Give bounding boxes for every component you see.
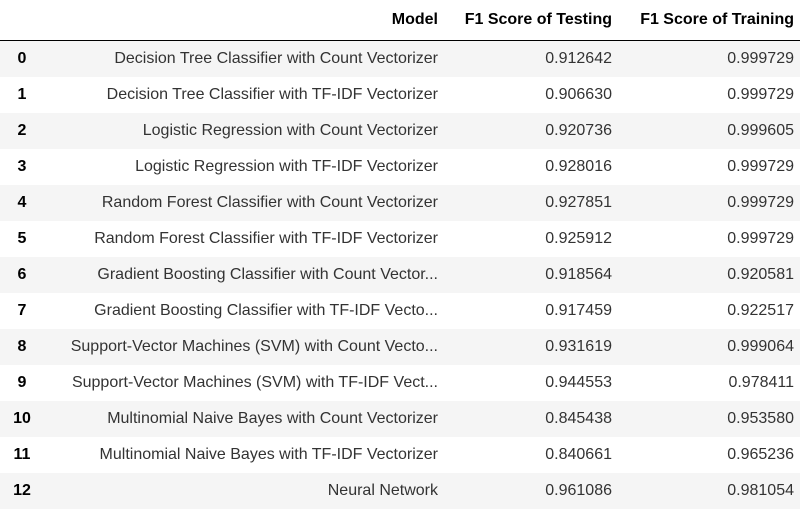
row-index: 11 (13, 446, 31, 463)
cell-f1-training: 0.953580 (727, 410, 794, 427)
cell-f1-training: 0.920581 (727, 266, 794, 283)
cell-model: Support-Vector Machines (SVM) with Count… (70, 338, 438, 355)
row-index: 0 (17, 50, 27, 67)
table-row: 8 Support-Vector Machines (SVM) with Coun… (0, 329, 800, 365)
cell-f1-training: 0.999729 (727, 230, 794, 247)
cell-f1-training: 0.981054 (727, 482, 794, 499)
table-body: 0 Decision Tree Classifier with Count Vec… (0, 40, 800, 509)
cell-f1-testing: 0.845438 (545, 410, 612, 427)
table-row: 2 Logistic Regression with Count Vectoriz… (0, 113, 800, 149)
row-index: 12 (13, 482, 31, 499)
cell-f1-training: 0.999729 (727, 86, 794, 103)
header-row: Model F1 Score of Testing F1 Score of Tr… (0, 0, 800, 41)
cell-f1-training: 0.978411 (728, 374, 794, 391)
table-row: 7 Gradient Boosting Classifier with TF-ID… (0, 293, 800, 329)
cell-f1-training: 0.999605 (727, 122, 794, 139)
cell-f1-testing: 0.840661 (545, 446, 612, 463)
cell-model: Decision Tree Classifier with Count Vect… (114, 50, 438, 67)
cell-f1-testing: 0.931619 (545, 338, 612, 355)
cell-model: Random Forest Classifier with Count Vect… (101, 194, 438, 211)
cell-model: Neural Network (327, 482, 438, 499)
row-index: 3 (17, 158, 27, 175)
table-row: 5 Random Forest Classifier with TF-IDF Ve… (0, 221, 800, 257)
cell-f1-testing: 0.961086 (545, 482, 612, 499)
cell-model: Gradient Boosting Classifier with TF-IDF… (94, 302, 438, 319)
cell-f1-testing: 0.917459 (545, 302, 612, 319)
cell-f1-testing: 0.944553 (545, 374, 612, 391)
cell-model: Random Forest Classifier with TF-IDF Vec… (94, 230, 438, 247)
row-index: 10 (13, 410, 31, 427)
row-index: 5 (17, 230, 27, 247)
cell-model: Support-Vector Machines (SVM) with TF-ID… (71, 374, 438, 391)
index-header (0, 0, 44, 41)
table-header: Model F1 Score of Testing F1 Score of Tr… (0, 0, 800, 41)
cell-f1-training: 0.999064 (727, 338, 794, 355)
header-f1-testing: F1 Score of Testing (444, 0, 618, 41)
row-index: 8 (17, 338, 27, 355)
cell-model: Logistic Regression with TF-IDF Vectoriz… (135, 158, 438, 175)
row-index: 4 (17, 194, 27, 211)
table-row: 9 Support-Vector Machines (SVM) with TF-I… (0, 365, 800, 401)
cell-model: Gradient Boosting Classifier with Count … (97, 266, 438, 283)
row-index: 9 (17, 374, 27, 391)
cell-f1-training: 0.965236 (727, 446, 794, 463)
table-row: 10 Multinomial Naive Bayes with Count Vec… (0, 401, 800, 437)
table-row: 4 Random Forest Classifier with Count Vec… (0, 185, 800, 221)
cell-model: Multinomial Naive Bayes with TF-IDF Vect… (99, 446, 438, 463)
cell-model: Logistic Regression with Count Vectorize… (142, 122, 438, 139)
table-row: 1 Decision Tree Classifier with TF-IDF Ve… (0, 77, 800, 113)
row-index: 7 (17, 302, 27, 319)
row-index: 2 (17, 122, 27, 139)
cell-f1-training: 0.999729 (727, 194, 794, 211)
cell-f1-training: 0.999729 (727, 158, 794, 175)
header-model: Model (44, 0, 444, 41)
row-index: 6 (17, 266, 27, 283)
cell-model: Decision Tree Classifier with TF-IDF Vec… (106, 86, 438, 103)
cell-f1-training: 0.922517 (727, 302, 794, 319)
table-row: 12 Neural Network 0.961086 0.981054 (0, 473, 800, 509)
cell-f1-testing: 0.912642 (545, 50, 612, 67)
cell-model: Multinomial Naive Bayes with Count Vecto… (107, 410, 438, 427)
table-row: 6 Gradient Boosting Classifier with Count… (0, 257, 800, 293)
cell-f1-testing: 0.918564 (545, 266, 612, 283)
cell-f1-testing: 0.928016 (545, 158, 612, 175)
table-row: 3 Logistic Regression with TF-IDF Vectori… (0, 149, 800, 185)
cell-f1-testing: 0.920736 (545, 122, 612, 139)
row-index: 1 (17, 86, 27, 103)
table-row: 11 Multinomial Naive Bayes with TF-IDF Ve… (0, 437, 800, 473)
table-row: 0 Decision Tree Classifier with Count Vec… (0, 40, 800, 77)
header-f1-training: F1 Score of Training (618, 0, 800, 41)
cell-f1-testing: 0.927851 (545, 194, 612, 211)
cell-f1-training: 0.999729 (727, 50, 794, 67)
cell-f1-testing: 0.906630 (545, 86, 612, 103)
cell-f1-testing: 0.925912 (545, 230, 612, 247)
